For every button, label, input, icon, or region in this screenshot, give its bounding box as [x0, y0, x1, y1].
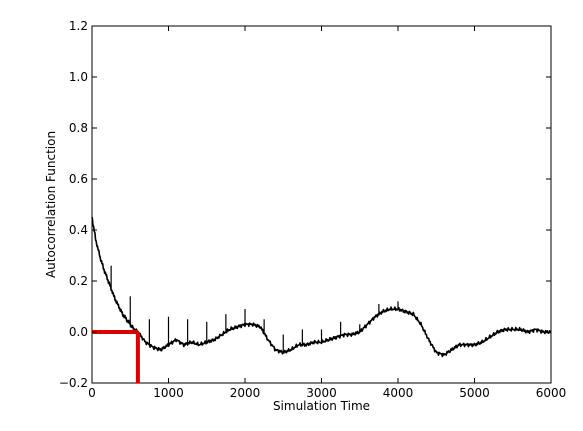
x-tick-label: 4000	[383, 386, 414, 400]
y-tick-label: 0.0	[69, 325, 88, 339]
y-tick-label: 0.2	[69, 274, 88, 288]
x-tick-label: 5000	[459, 386, 490, 400]
series-layer	[91, 217, 552, 358]
series-line-1	[91, 217, 552, 358]
y-tick-label: 0.8	[69, 121, 88, 135]
x-tick-label: 1000	[153, 386, 184, 400]
y-tick-label: 0.4	[69, 223, 88, 237]
x-tick-label: 0	[88, 386, 96, 400]
y-tick-label: 1.0	[69, 70, 88, 84]
y-tick-label: 1.2	[69, 19, 88, 33]
spike-markers	[110, 265, 399, 353]
x-axis-label: Simulation Time	[273, 399, 370, 413]
threshold-annotation	[92, 330, 140, 383]
x-tick-label: 6000	[536, 386, 567, 400]
axis-ticks: 0 1000 2000 3000 4000 5000 6000 −0.2 0.0 0.2 0.4 0.…	[59, 19, 566, 400]
y-tick-label: −0.2	[59, 376, 88, 390]
x-tick-label: 3000	[306, 386, 337, 400]
x-tick-label: 2000	[230, 386, 261, 400]
y-axis-label: Autocorrelation Function	[44, 131, 58, 278]
y-tick-label: 0.6	[69, 172, 88, 186]
